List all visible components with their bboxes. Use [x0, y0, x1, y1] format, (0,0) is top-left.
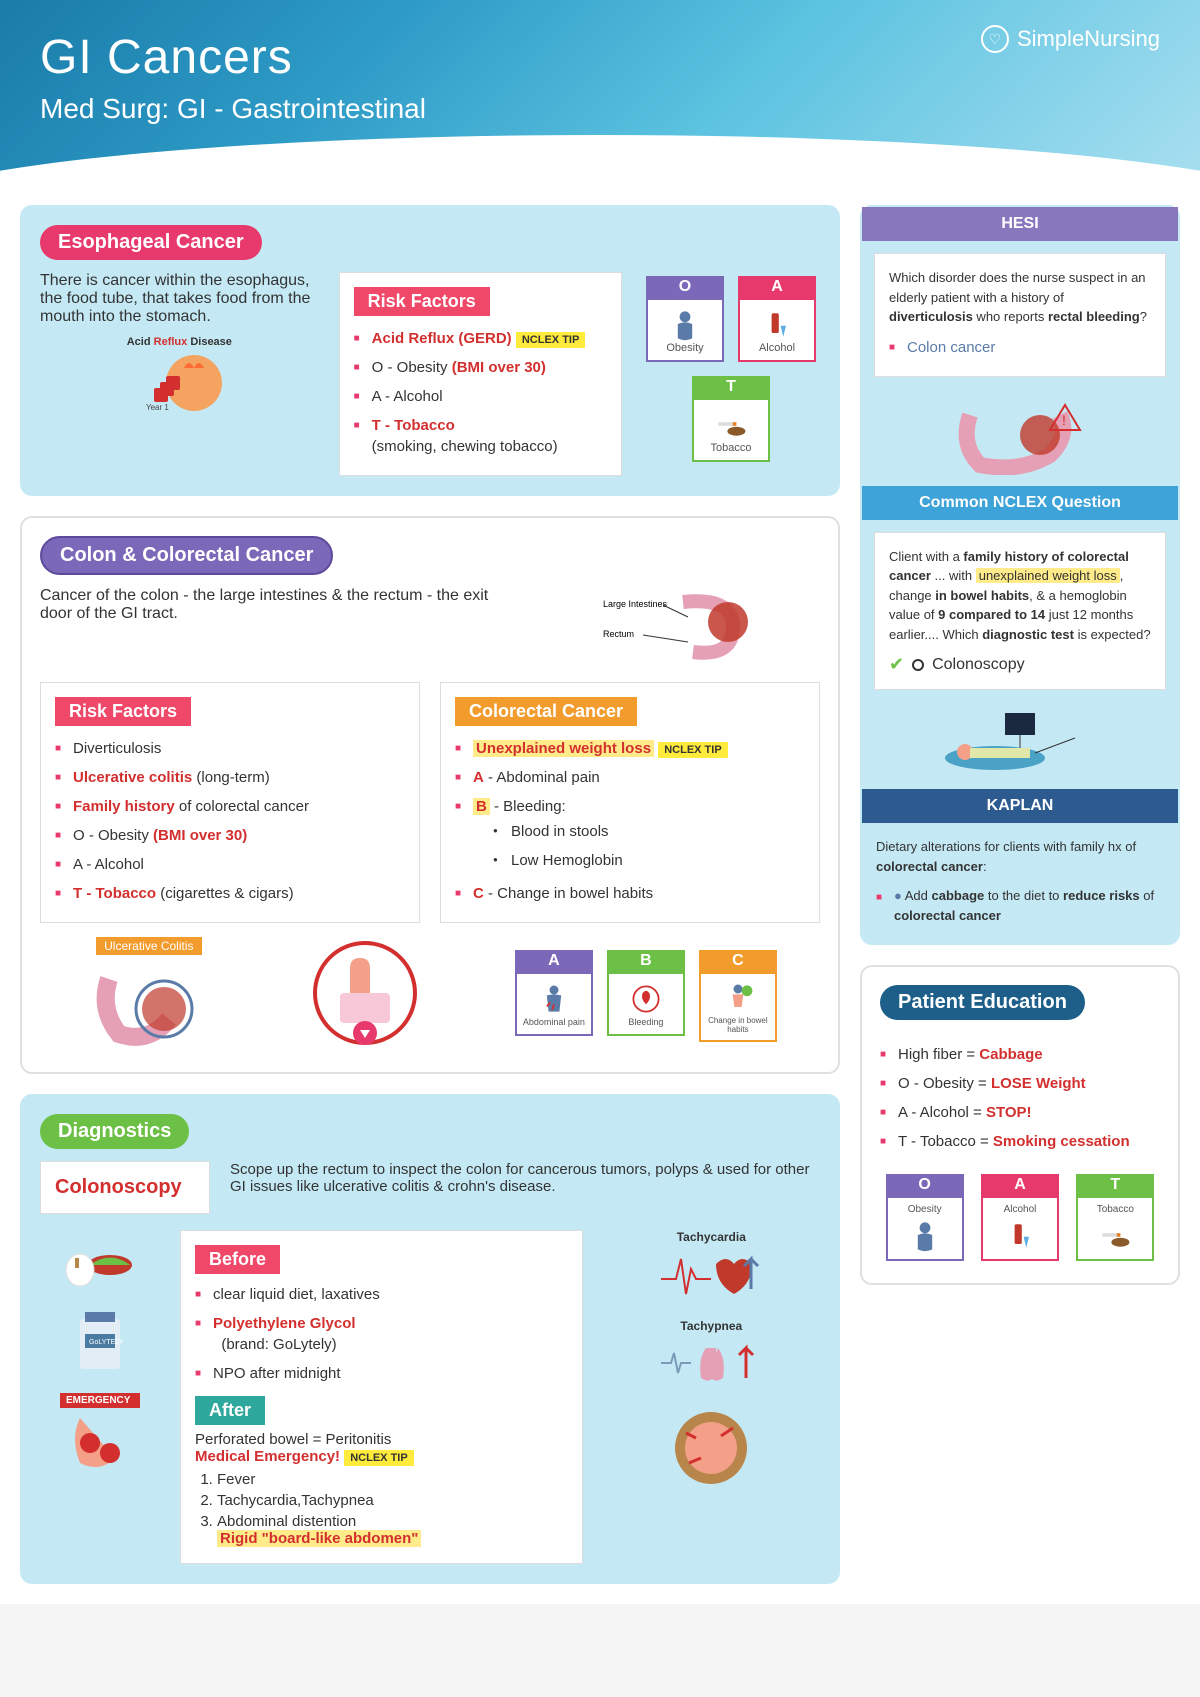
colon-heading: Colon & Colorectal Cancer — [40, 536, 333, 575]
crc-item: Unexplained weight loss NCLEX TIP — [455, 734, 805, 763]
edu-item: High fiber = Cabbage — [880, 1040, 1160, 1069]
esophageal-desc: There is cancer within the esophagus, th… — [40, 272, 319, 326]
golytely-icon: GoLYTELY — [65, 1304, 135, 1379]
kaplan-card: Dietary alterations for clients with fam… — [862, 823, 1178, 943]
before-item: clear liquid diet, laxatives — [195, 1280, 568, 1309]
diagnostics-section: Diagnostics Colonoscopy Scope up the rec… — [20, 1094, 840, 1584]
after-item: Fever — [217, 1469, 568, 1490]
risk-item: Acid Reflux (GERD) NCLEX TIP — [354, 324, 607, 353]
uc-illustration: Ulcerative Colitis — [40, 937, 258, 1054]
uc-caption: Ulcerative Colitis — [96, 937, 201, 955]
risk-item: Family history of colorectal cancer — [55, 792, 405, 821]
reflux-icon: Year 1 — [134, 348, 224, 418]
heart-icon: ♡ — [981, 25, 1009, 53]
risk-item: A - Alcohol — [354, 382, 607, 411]
risk-item: T - Tobacco (cigarettes & cigars) — [55, 879, 405, 908]
tachycardia-icon — [656, 1244, 766, 1304]
risk-item: Diverticulosis — [55, 734, 405, 763]
colon-warning-icon: ! — [862, 389, 1178, 486]
svg-text:Large Intestines: Large Intestines — [603, 599, 668, 609]
scale-illustration — [278, 938, 452, 1053]
page-subtitle: Med Surg: GI - Gastrointestinal — [40, 93, 1160, 125]
risk-item: O - Obesity (BMI over 30) — [354, 353, 607, 382]
hesi-header: HESI — [862, 207, 1178, 241]
risk-item: O - Obesity (BMI over 30) — [55, 821, 405, 850]
colonoscopy-icon — [862, 702, 1178, 789]
emergency-icon: EMERGENCY — [60, 1393, 140, 1483]
svg-text:GoLYTELY: GoLYTELY — [89, 1339, 124, 1346]
education-heading: Patient Education — [880, 985, 1085, 1020]
education-oat-icons: OObesity AAlcohol TTobacco — [880, 1170, 1160, 1265]
after-emergency: Medical Emergency! NCLEX TIP — [195, 1448, 568, 1465]
edu-item: T - Tobacco = Smoking cessation — [880, 1127, 1160, 1156]
after-item: Abdominal distentionRigid "board-like ab… — [217, 1511, 568, 1549]
liquid-diet-icon — [55, 1230, 145, 1290]
crc-sub: Blood in stools — [493, 817, 805, 846]
oat-icons: OObesity AAlcohol TTobacco — [642, 272, 820, 466]
colon-desc: Cancer of the colon - the large intestin… — [40, 587, 515, 623]
kaplan-bullet: ● Add cabbage to the diet to reduce risk… — [876, 882, 1164, 929]
esophageal-heading: Esophageal Cancer — [40, 225, 262, 260]
svg-text:Year 1: Year 1 — [146, 403, 169, 412]
hesi-answer: Colon cancer — [889, 333, 1151, 362]
crc-item: C - Change in bowel habits — [455, 879, 805, 908]
after-line: Perforated bowel = Peritonitis — [195, 1431, 568, 1448]
edu-item: O - Obesity = LOSE Weight — [880, 1069, 1160, 1098]
risk-factors-header: Risk Factors — [354, 287, 490, 316]
svg-text:!: ! — [1062, 412, 1066, 428]
education-section: Patient Education High fiber = Cabbage O… — [860, 965, 1180, 1285]
brand-name: SimpleNursing — [1017, 26, 1160, 52]
before-header: Before — [195, 1245, 280, 1274]
rigid-abdomen-icon — [661, 1408, 761, 1488]
after-item: Tachycardia,Tachypnea — [217, 1490, 568, 1511]
colon-anatomy-icon: Large Intestines Rectum — [535, 587, 820, 672]
kaplan-intro: Dietary alterations for clients with fam… — [876, 837, 1164, 876]
edu-item: A - Alcohol = STOP! — [880, 1098, 1160, 1127]
header-banner: GI Cancers Med Surg: GI - Gastrointestin… — [0, 0, 1200, 185]
esophageal-risk-card: Risk Factors Acid Reflux (GERD) NCLEX TI… — [339, 272, 622, 476]
nclex-header: Common NCLEX Question — [862, 486, 1178, 520]
nclex-question: Client with a family history of colorect… — [889, 547, 1151, 645]
before-item: Polyethylene Glycol (brand: GoLytely) — [195, 1309, 568, 1359]
before-item: NPO after midnight — [195, 1359, 568, 1388]
reflux-caption: Acid Reflux Disease — [40, 336, 319, 348]
svg-text:Rectum: Rectum — [603, 629, 634, 639]
crc-item: A - Abdominal pain — [455, 763, 805, 792]
after-header: After — [195, 1396, 265, 1425]
right-questions-section: HESI Which disorder does the nurse suspe… — [860, 205, 1180, 945]
nclex-card: Client with a family history of colorect… — [874, 532, 1166, 691]
nclex-answer: ✔ Colonoscopy — [889, 654, 1151, 675]
procedure-name: Colonoscopy — [40, 1161, 210, 1214]
tachypnea-icon — [656, 1333, 766, 1393]
risk-item: Ulcerative colitis (long-term) — [55, 763, 405, 792]
colon-section: Colon & Colorectal Cancer Cancer of the … — [20, 516, 840, 1074]
hesi-question: Which disorder does the nurse suspect in… — [889, 268, 1151, 327]
brand-logo: ♡ SimpleNursing — [981, 25, 1160, 53]
kaplan-header: KAPLAN — [862, 789, 1178, 823]
crc-sub: Low Hemoglobin — [493, 846, 805, 875]
diagnostics-desc: Scope up the rectum to inspect the colon… — [230, 1161, 820, 1195]
symptoms-icons: Tachycardia Tachypnea — [603, 1230, 820, 1488]
esophageal-section: Esophageal Cancer There is cancer within… — [20, 205, 840, 496]
crc-item: B - Bleeding: Blood in stools Low Hemogl… — [455, 792, 805, 879]
colon-risk-card: Risk Factors Diverticulosis Ulcerative c… — [40, 682, 420, 923]
diagnostics-heading: Diagnostics — [40, 1114, 189, 1149]
prep-icons: GoLYTELY EMERGENCY — [40, 1230, 160, 1483]
crc-header: Colorectal Cancer — [455, 697, 637, 726]
tachypnea-label: Tachypnea — [656, 1319, 766, 1333]
hesi-card: Which disorder does the nurse suspect in… — [874, 253, 1166, 377]
risk-item: A - Alcohol — [55, 850, 405, 879]
tachycardia-label: Tachycardia — [656, 1230, 766, 1244]
before-after-card: Before clear liquid diet, laxatives Poly… — [180, 1230, 583, 1564]
crc-card: Colorectal Cancer Unexplained weight los… — [440, 682, 820, 923]
abc-icons: AAbdominal pain BBleeding CChange in bow… — [472, 946, 820, 1046]
risk-item: T - Tobacco(smoking, chewing tobacco) — [354, 411, 607, 461]
risk-factors-header: Risk Factors — [55, 697, 191, 726]
